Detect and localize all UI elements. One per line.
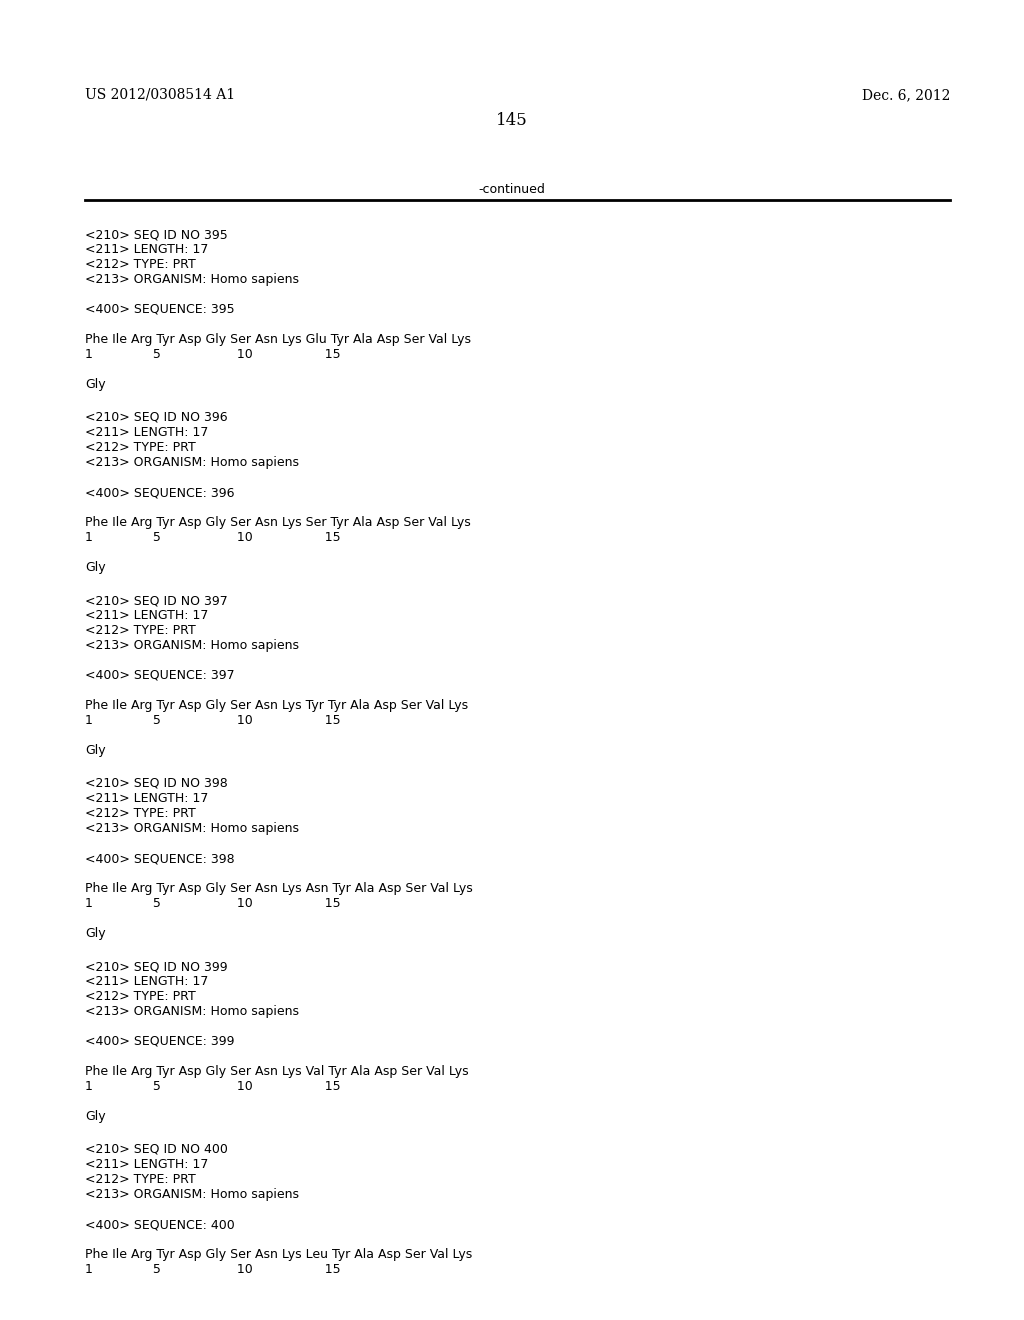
- Text: <210> SEQ ID NO 400: <210> SEQ ID NO 400: [85, 1143, 228, 1156]
- Text: <212> TYPE: PRT: <212> TYPE: PRT: [85, 1173, 196, 1185]
- Text: <210> SEQ ID NO 398: <210> SEQ ID NO 398: [85, 777, 227, 789]
- Text: <211> LENGTH: 17: <211> LENGTH: 17: [85, 975, 208, 987]
- Text: Gly: Gly: [85, 561, 105, 574]
- Text: <213> ORGANISM: Homo sapiens: <213> ORGANISM: Homo sapiens: [85, 1005, 299, 1018]
- Text: Phe Ile Arg Tyr Asp Gly Ser Asn Lys Ser Tyr Ala Asp Ser Val Lys: Phe Ile Arg Tyr Asp Gly Ser Asn Lys Ser …: [85, 516, 471, 529]
- Text: <212> TYPE: PRT: <212> TYPE: PRT: [85, 624, 196, 638]
- Text: <213> ORGANISM: Homo sapiens: <213> ORGANISM: Homo sapiens: [85, 455, 299, 469]
- Text: Gly: Gly: [85, 927, 105, 940]
- Text: Gly: Gly: [85, 1110, 105, 1123]
- Text: <211> LENGTH: 17: <211> LENGTH: 17: [85, 1158, 208, 1171]
- Text: Phe Ile Arg Tyr Asp Gly Ser Asn Lys Val Tyr Ala Asp Ser Val Lys: Phe Ile Arg Tyr Asp Gly Ser Asn Lys Val …: [85, 1065, 469, 1078]
- Text: 145: 145: [496, 112, 528, 129]
- Text: <210> SEQ ID NO 395: <210> SEQ ID NO 395: [85, 228, 227, 242]
- Text: Gly: Gly: [85, 378, 105, 391]
- Text: 1               5                   10                  15: 1 5 10 15: [85, 1263, 341, 1276]
- Text: 1               5                   10                  15: 1 5 10 15: [85, 531, 341, 544]
- Text: 1               5                   10                  15: 1 5 10 15: [85, 1080, 341, 1093]
- Text: <213> ORGANISM: Homo sapiens: <213> ORGANISM: Homo sapiens: [85, 639, 299, 652]
- Text: -continued: -continued: [478, 183, 546, 195]
- Text: 1               5                   10                  15: 1 5 10 15: [85, 348, 341, 360]
- Text: US 2012/0308514 A1: US 2012/0308514 A1: [85, 88, 236, 102]
- Text: <210> SEQ ID NO 397: <210> SEQ ID NO 397: [85, 594, 227, 607]
- Text: 1               5                   10                  15: 1 5 10 15: [85, 898, 341, 909]
- Text: <400> SEQUENCE: 398: <400> SEQUENCE: 398: [85, 851, 234, 865]
- Text: <400> SEQUENCE: 397: <400> SEQUENCE: 397: [85, 669, 234, 682]
- Text: <400> SEQUENCE: 396: <400> SEQUENCE: 396: [85, 486, 234, 499]
- Text: Gly: Gly: [85, 744, 105, 756]
- Text: <210> SEQ ID NO 399: <210> SEQ ID NO 399: [85, 960, 227, 973]
- Text: <211> LENGTH: 17: <211> LENGTH: 17: [85, 609, 208, 622]
- Text: <212> TYPE: PRT: <212> TYPE: PRT: [85, 807, 196, 820]
- Text: <211> LENGTH: 17: <211> LENGTH: 17: [85, 792, 208, 805]
- Text: <213> ORGANISM: Homo sapiens: <213> ORGANISM: Homo sapiens: [85, 1188, 299, 1201]
- Text: Phe Ile Arg Tyr Asp Gly Ser Asn Lys Tyr Tyr Ala Asp Ser Val Lys: Phe Ile Arg Tyr Asp Gly Ser Asn Lys Tyr …: [85, 700, 468, 711]
- Text: <213> ORGANISM: Homo sapiens: <213> ORGANISM: Homo sapiens: [85, 822, 299, 836]
- Text: <210> SEQ ID NO 396: <210> SEQ ID NO 396: [85, 411, 227, 424]
- Text: <212> TYPE: PRT: <212> TYPE: PRT: [85, 990, 196, 1003]
- Text: <400> SEQUENCE: 399: <400> SEQUENCE: 399: [85, 1035, 234, 1048]
- Text: <212> TYPE: PRT: <212> TYPE: PRT: [85, 441, 196, 454]
- Text: Phe Ile Arg Tyr Asp Gly Ser Asn Lys Asn Tyr Ala Asp Ser Val Lys: Phe Ile Arg Tyr Asp Gly Ser Asn Lys Asn …: [85, 882, 473, 895]
- Text: Phe Ile Arg Tyr Asp Gly Ser Asn Lys Leu Tyr Ala Asp Ser Val Lys: Phe Ile Arg Tyr Asp Gly Ser Asn Lys Leu …: [85, 1247, 472, 1261]
- Text: <213> ORGANISM: Homo sapiens: <213> ORGANISM: Homo sapiens: [85, 273, 299, 286]
- Text: Dec. 6, 2012: Dec. 6, 2012: [861, 88, 950, 102]
- Text: <212> TYPE: PRT: <212> TYPE: PRT: [85, 257, 196, 271]
- Text: <211> LENGTH: 17: <211> LENGTH: 17: [85, 243, 208, 256]
- Text: <211> LENGTH: 17: <211> LENGTH: 17: [85, 426, 208, 440]
- Text: <400> SEQUENCE: 395: <400> SEQUENCE: 395: [85, 304, 234, 315]
- Text: Phe Ile Arg Tyr Asp Gly Ser Asn Lys Glu Tyr Ala Asp Ser Val Lys: Phe Ile Arg Tyr Asp Gly Ser Asn Lys Glu …: [85, 333, 471, 346]
- Text: 1               5                   10                  15: 1 5 10 15: [85, 714, 341, 727]
- Text: <400> SEQUENCE: 400: <400> SEQUENCE: 400: [85, 1218, 234, 1232]
